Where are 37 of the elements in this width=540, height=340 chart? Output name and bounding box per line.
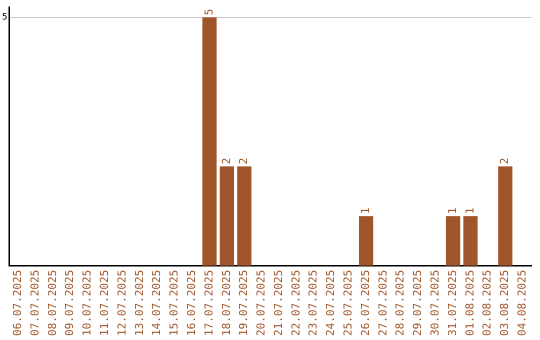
- x-tick-label: 15.07.2025: [168, 270, 181, 336]
- x-tick-label: 22.07.2025: [289, 270, 302, 336]
- x-tick-label: 21.07.2025: [272, 270, 285, 336]
- data-label: 2: [220, 158, 233, 164]
- x-tick-label: 24.07.2025: [324, 270, 338, 336]
- x-tick-label: 13.07.2025: [132, 270, 146, 336]
- data-label: 1: [446, 207, 459, 214]
- x-tick-label: 01.08.2025: [463, 270, 476, 336]
- data-label: 5: [202, 8, 216, 16]
- x-tick-label: 12.07.2025: [115, 270, 128, 336]
- x-tick-label: 04.08.2025: [516, 270, 529, 336]
- x-tick-label: 16.07.2025: [184, 270, 198, 336]
- x-tick-label: 03.08.2025: [498, 270, 512, 336]
- x-tick-label: 30.07.2025: [428, 270, 442, 336]
- data-label: 1: [358, 207, 372, 214]
- x-tick-label: 20.07.2025: [254, 270, 268, 336]
- x-tick-label: 29.07.2025: [411, 270, 424, 336]
- x-tick-label: 25.07.2025: [342, 270, 355, 336]
- x-tick-label: 02.08.2025: [480, 270, 494, 336]
- x-tick-label: 10.07.2025: [80, 270, 94, 336]
- x-tick-label: 11.07.2025: [98, 270, 111, 336]
- x-tick-label: 07.07.2025: [28, 270, 42, 336]
- x-tick-label: 26.07.2025: [358, 270, 372, 336]
- x-tick-label: 28.07.2025: [394, 270, 407, 336]
- x-tick-label: 09.07.2025: [63, 270, 76, 336]
- x-tick-label: 14.07.2025: [150, 270, 164, 336]
- x-tick-label: 31.07.2025: [446, 270, 459, 336]
- x-tick-label: 19.07.2025: [237, 270, 250, 336]
- data-label: 2: [498, 158, 512, 164]
- x-tick-label: 18.07.2025: [220, 270, 233, 336]
- x-tick-label: 27.07.2025: [376, 270, 390, 336]
- x-tick-label: 08.07.2025: [46, 270, 59, 336]
- data-label: 2: [237, 158, 250, 164]
- x-tick-label: 17.07.2025: [202, 270, 216, 336]
- x-tick-label: 06.07.2025: [10, 270, 24, 336]
- x-tick-label: 23.07.2025: [306, 270, 320, 336]
- data-label: 1: [463, 207, 476, 214]
